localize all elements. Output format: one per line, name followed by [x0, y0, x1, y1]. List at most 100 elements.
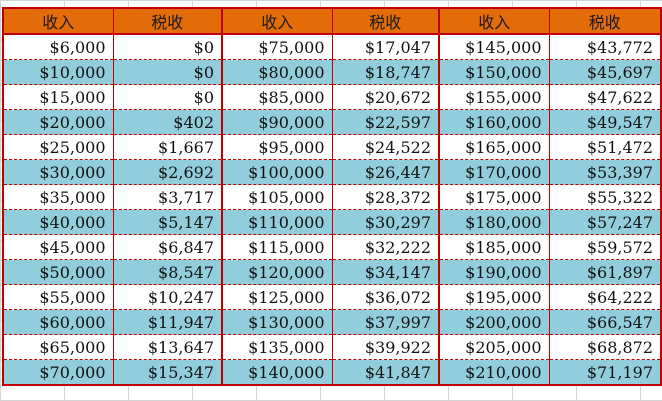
tax-cell[interactable]: $66,547	[548, 309, 661, 335]
table-row: $70,000 $15,347 $140,000 $41,847 $210,000 $71…	[3, 359, 661, 385]
income-cell[interactable]: $85,000	[221, 84, 332, 110]
tax-cell[interactable]: $11,947	[112, 309, 222, 335]
header-income-3[interactable]: 收入	[438, 8, 549, 35]
tax-cell[interactable]: $22,597	[331, 109, 439, 135]
income-cell[interactable]: $35,000	[3, 184, 113, 210]
income-cell[interactable]: $15,000	[3, 84, 113, 110]
tax-cell[interactable]: $41,847	[331, 359, 439, 385]
tax-cell[interactable]: $39,922	[331, 334, 439, 360]
income-cell[interactable]: $60,000	[3, 309, 113, 335]
tax-cell[interactable]: $49,547	[548, 109, 661, 135]
income-cell[interactable]: $55,000	[3, 284, 113, 310]
tax-cell[interactable]: $71,197	[548, 359, 661, 385]
income-cell[interactable]: $6,000	[3, 34, 113, 60]
tax-cell[interactable]: $55,322	[548, 184, 661, 210]
tax-cell[interactable]: $6,847	[112, 234, 222, 260]
income-cell[interactable]: $90,000	[221, 109, 332, 135]
table-row: $10,000 $0 $80,000 $18,747 $150,000 $45,697	[3, 59, 661, 85]
tax-cell[interactable]: $32,222	[331, 234, 439, 260]
income-cell[interactable]: $130,000	[221, 309, 332, 335]
tax-cell[interactable]: $30,297	[331, 209, 439, 235]
table-row: $50,000 $8,547 $120,000 $34,147 $190,000 $61,…	[3, 259, 661, 285]
income-cell[interactable]: $160,000	[438, 109, 549, 135]
table-row: $45,000 $6,847 $115,000 $32,222 $185,000 $59,…	[3, 234, 661, 260]
tax-cell[interactable]: $3,717	[112, 184, 222, 210]
income-cell[interactable]: $45,000	[3, 234, 113, 260]
income-cell[interactable]: $200,000	[438, 309, 549, 335]
tax-cell[interactable]: $64,222	[548, 284, 661, 310]
income-cell[interactable]: $140,000	[221, 359, 332, 385]
income-cell[interactable]: $190,000	[438, 259, 549, 285]
tax-cell[interactable]: $53,397	[548, 159, 661, 185]
tax-cell[interactable]: $18,747	[331, 59, 439, 85]
tax-cell[interactable]: $15,347	[112, 359, 222, 385]
tax-cell[interactable]: $43,772	[548, 34, 661, 60]
income-cell[interactable]: $155,000	[438, 84, 549, 110]
income-cell[interactable]: $145,000	[438, 34, 549, 60]
income-cell[interactable]: $210,000	[438, 359, 549, 385]
income-cell[interactable]: $100,000	[221, 159, 332, 185]
income-cell[interactable]: $95,000	[221, 134, 332, 160]
table-row: $6,000 $0 $75,000 $17,047 $145,000 $43,772	[3, 34, 661, 60]
header-income-2[interactable]: 收入	[221, 8, 332, 35]
income-cell[interactable]: $70,000	[3, 359, 113, 385]
tax-cell[interactable]: $8,547	[112, 259, 222, 285]
header-row: 收入 税收 收入 税收 收入 税收	[3, 8, 661, 35]
income-cell[interactable]: $150,000	[438, 59, 549, 85]
tax-cell[interactable]: $10,247	[112, 284, 222, 310]
header-tax-1[interactable]: 税收	[112, 8, 222, 35]
tax-cell[interactable]: $5,147	[112, 209, 222, 235]
income-cell[interactable]: $65,000	[3, 334, 113, 360]
income-cell[interactable]: $205,000	[438, 334, 549, 360]
tax-cell[interactable]: $36,072	[331, 284, 439, 310]
income-cell[interactable]: $175,000	[438, 184, 549, 210]
tax-cell[interactable]: $0	[112, 34, 222, 60]
income-cell[interactable]: $105,000	[221, 184, 332, 210]
income-cell[interactable]: $180,000	[438, 209, 549, 235]
income-cell[interactable]: $125,000	[221, 284, 332, 310]
tax-cell[interactable]: $26,447	[331, 159, 439, 185]
tax-cell[interactable]: $51,472	[548, 134, 661, 160]
tax-cell[interactable]: $24,522	[331, 134, 439, 160]
income-cell[interactable]: $10,000	[3, 59, 113, 85]
table-row: $30,000 $2,692 $100,000 $26,447 $170,000 $53,…	[3, 159, 661, 185]
tax-cell[interactable]: $402	[112, 109, 222, 135]
income-cell[interactable]: $80,000	[221, 59, 332, 85]
tax-cell[interactable]: $1,667	[112, 134, 222, 160]
tax-cell[interactable]: $2,692	[112, 159, 222, 185]
income-cell[interactable]: $50,000	[3, 259, 113, 285]
tax-cell[interactable]: $34,147	[331, 259, 439, 285]
tax-cell[interactable]: $57,247	[548, 209, 661, 235]
tax-cell[interactable]: $20,672	[331, 84, 439, 110]
tax-cell[interactable]: $61,897	[548, 259, 661, 285]
income-cell[interactable]: $135,000	[221, 334, 332, 360]
tax-cell[interactable]: $47,622	[548, 84, 661, 110]
tax-cell[interactable]: $0	[112, 59, 222, 85]
income-cell[interactable]: $75,000	[221, 34, 332, 60]
income-cell[interactable]: $170,000	[438, 159, 549, 185]
income-cell[interactable]: $195,000	[438, 284, 549, 310]
income-cell[interactable]: $120,000	[221, 259, 332, 285]
header-tax-2[interactable]: 税收	[331, 8, 439, 35]
income-cell[interactable]: $40,000	[3, 209, 113, 235]
header-tax-3[interactable]: 税收	[548, 8, 661, 35]
tax-cell[interactable]: $68,872	[548, 334, 661, 360]
table-row: $20,000 $402 $90,000 $22,597 $160,000 $49,547	[3, 109, 661, 135]
header-income-1[interactable]: 收入	[3, 8, 113, 35]
income-cell[interactable]: $185,000	[438, 234, 549, 260]
income-cell[interactable]: $110,000	[221, 209, 332, 235]
tax-cell[interactable]: $45,697	[548, 59, 661, 85]
tax-cell[interactable]: $37,997	[331, 309, 439, 335]
tax-cell[interactable]: $0	[112, 84, 222, 110]
income-cell[interactable]: $115,000	[221, 234, 332, 260]
income-cell[interactable]: $20,000	[3, 109, 113, 135]
income-cell[interactable]: $165,000	[438, 134, 549, 160]
tax-cell[interactable]: $59,572	[548, 234, 661, 260]
tax-cell[interactable]: $17,047	[331, 34, 439, 60]
income-cell[interactable]: $30,000	[3, 159, 113, 185]
table-row: $25,000 $1,667 $95,000 $24,522 $165,000 $51,4…	[3, 134, 661, 160]
income-cell[interactable]: $25,000	[3, 134, 113, 160]
tax-cell[interactable]: $13,647	[112, 334, 222, 360]
tax-cell[interactable]: $28,372	[331, 184, 439, 210]
